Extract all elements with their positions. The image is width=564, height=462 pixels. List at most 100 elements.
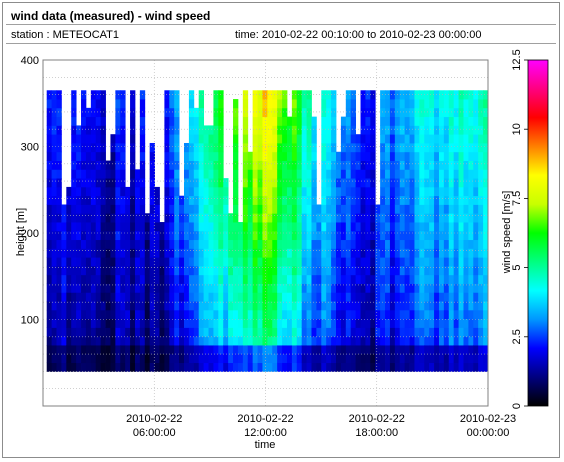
heatmap-cell [56,239,62,249]
heatmap-cell [443,257,450,267]
heatmap-cell [208,151,214,161]
heatmap-cell [233,116,239,126]
heatmap-cell [218,116,224,126]
heatmap-cell [85,345,92,355]
heatmap-cell [95,283,102,293]
heatmap-cell [193,222,200,232]
heatmap-cell [375,257,381,267]
heatmap-cell [448,283,455,293]
heatmap-cell [188,230,195,241]
heatmap-cell [311,309,317,320]
heatmap-cell [340,222,347,232]
heatmap-cell [301,239,307,249]
heatmap-cell [409,265,415,276]
heatmap-cell [198,116,205,126]
heatmap-cell [247,353,254,364]
heatmap-cell [340,257,347,267]
heatmap-cell [71,336,77,346]
heatmap-cell [76,292,82,302]
heatmap-cell [257,178,263,188]
heatmap-cell [237,274,244,284]
heatmap-cell [429,239,435,249]
heatmap-cell [90,160,97,170]
heatmap-cell [277,301,283,311]
heatmap-cell [233,107,239,118]
heatmap-cell [360,116,366,126]
heatmap-cell [81,151,87,161]
heatmap-cell [213,213,219,223]
heatmap-cell [478,134,484,144]
heatmap-cell [458,213,464,223]
heatmap-cell [223,301,229,311]
heatmap-cell [233,283,239,293]
heatmap-cell [188,283,195,293]
heatmap-cell [291,222,298,232]
heatmap-cell [193,353,200,364]
heatmap-cell [81,239,87,249]
heatmap-cell [85,213,92,223]
heatmap-cell [399,134,406,144]
heatmap-cell [130,265,136,276]
heatmap-cell [345,169,352,179]
heatmap-cell [233,362,239,372]
heatmap-cell [46,222,53,232]
heatmap-cell [213,239,219,249]
heatmap-cell [468,195,474,205]
heatmap-cell [350,318,357,328]
heatmap-cell [110,301,116,311]
heatmap-cell [233,151,239,161]
heatmap-cell [267,222,273,232]
heatmap-cell [385,125,391,135]
heatmap-cell [277,257,283,267]
heatmap-cell [144,222,151,232]
heatmap-cell [468,160,474,170]
heatmap-cell [242,178,249,188]
heatmap-cell [380,125,386,135]
heatmap-cell [394,151,401,161]
heatmap-cell [404,213,410,223]
x-axis-label: time [255,439,276,451]
heatmap-cell [404,151,410,161]
heatmap-cell [262,169,268,179]
heatmap-cell [389,239,396,249]
heatmap-cell [438,362,445,372]
heatmap-cell [257,248,263,258]
heatmap-cell [120,301,126,311]
heatmap-cell [174,195,180,205]
heatmap-cell [159,353,165,364]
heatmap-cell [380,204,386,214]
heatmap-cell [188,257,195,267]
heatmap-cell [90,274,97,284]
heatmap-cell [360,230,366,241]
heatmap-cell [326,345,332,355]
heatmap-cell [414,353,420,364]
heatmap-cell [252,186,258,197]
heatmap-cell [429,265,435,276]
heatmap-cell [81,283,87,293]
heatmap-cell [85,336,92,346]
heatmap-cell [46,178,53,188]
heatmap-cell [134,204,141,214]
heatmap-cell [267,230,273,241]
heatmap-cell [208,204,214,214]
heatmap-cell [409,301,415,311]
heatmap-cell [331,204,337,214]
heatmap-cell [247,292,254,302]
heatmap-cell [370,222,376,232]
heatmap-cell [380,274,386,284]
heatmap-cell [350,327,357,337]
heatmap-cell [399,222,406,232]
heatmap-cell [468,90,474,100]
heatmap-cell [203,142,209,153]
axes [42,59,489,407]
heatmap-cell [340,309,347,320]
heatmap-cell [267,160,273,170]
heatmap-cell [473,134,479,144]
heatmap-cell [429,336,435,346]
heatmap-cell [203,178,209,188]
heatmap-cell [198,222,205,232]
heatmap-cell [272,309,278,320]
heatmap-cell [154,195,160,205]
heatmap-cell [434,125,440,135]
heatmap-cell [139,274,146,284]
